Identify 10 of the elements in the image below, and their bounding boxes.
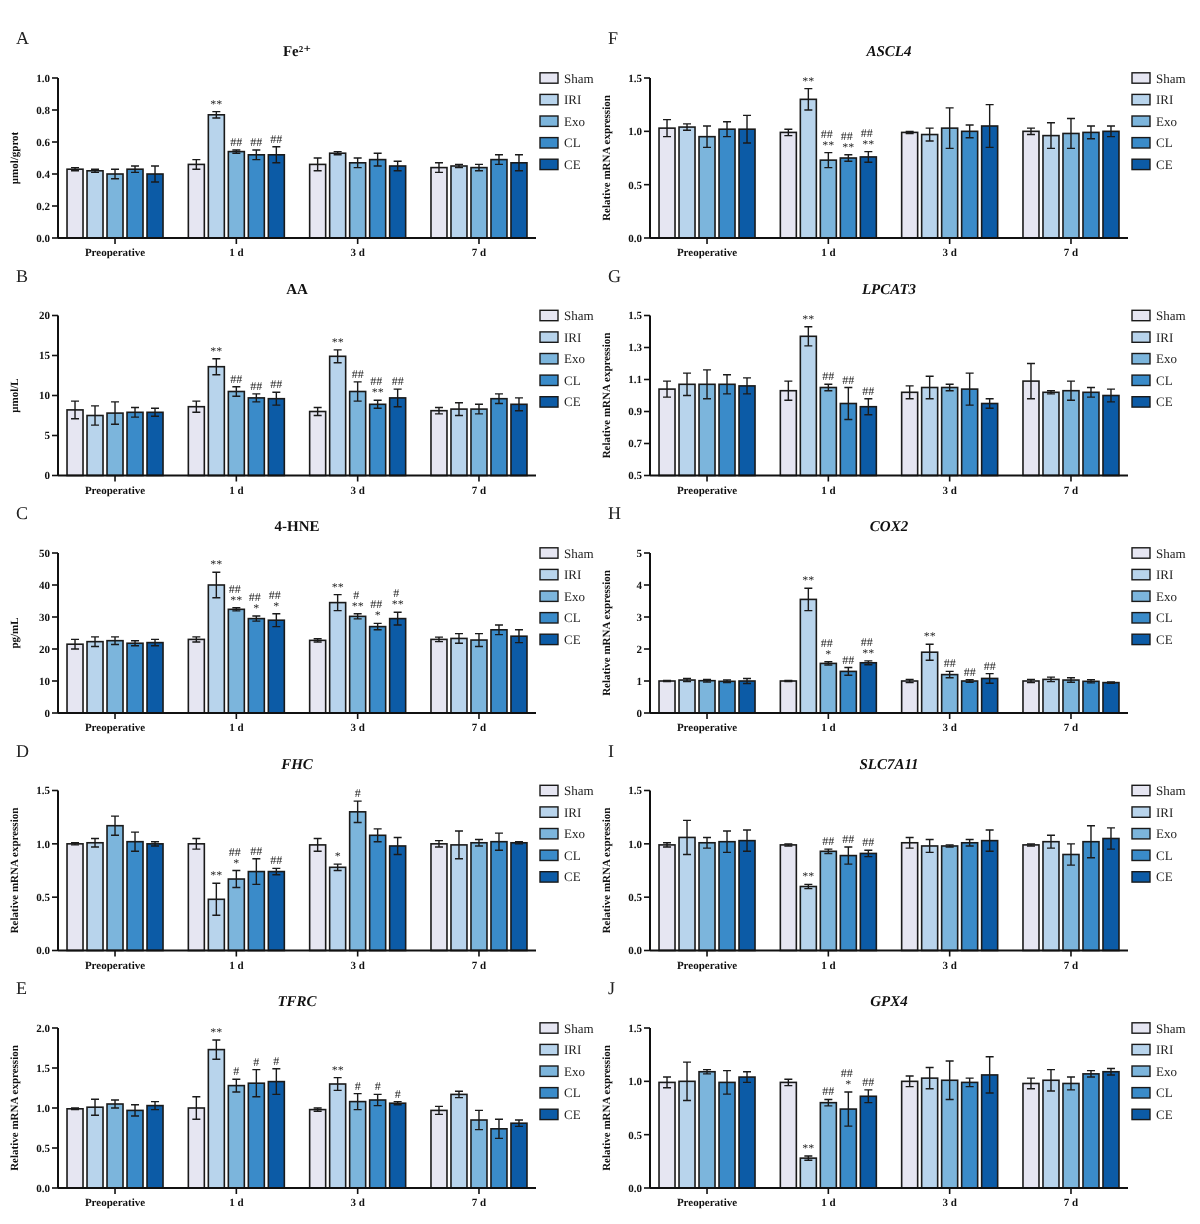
text: G	[608, 265, 622, 286]
text: H	[608, 503, 622, 523]
text: J	[608, 978, 616, 998]
text: I	[608, 740, 614, 761]
text: A	[16, 28, 30, 48]
text: C	[16, 503, 29, 523]
text: F	[608, 28, 619, 48]
text: E	[16, 978, 28, 998]
text: D	[16, 740, 30, 761]
text: B	[16, 265, 29, 286]
